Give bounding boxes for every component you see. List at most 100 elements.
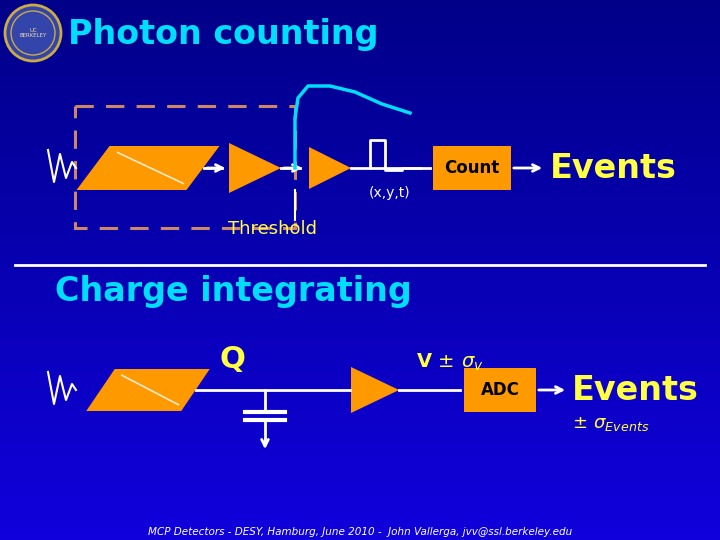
Bar [0, 123, 720, 124]
Bar [0, 392, 720, 393]
Bar [0, 325, 720, 326]
Bar [0, 479, 720, 480]
Bar [0, 308, 720, 309]
Bar [0, 88, 720, 89]
Bar [0, 492, 720, 493]
Bar [0, 127, 720, 128]
Bar [0, 472, 720, 473]
Bar [0, 54, 720, 55]
Bar [0, 350, 720, 351]
Bar [0, 458, 720, 459]
Bar [0, 224, 720, 225]
Bar [0, 94, 720, 95]
Bar [0, 256, 720, 257]
Bar [0, 393, 720, 394]
Bar [0, 466, 720, 467]
Bar [0, 64, 720, 65]
Bar [0, 463, 720, 464]
Bar [0, 9, 720, 10]
Text: UC
BERKELEY: UC BERKELEY [19, 28, 47, 38]
Bar [0, 320, 720, 321]
Bar [0, 128, 720, 129]
Bar [0, 336, 720, 337]
Bar [0, 14, 720, 15]
Bar [0, 22, 720, 23]
Bar [0, 155, 720, 156]
Bar [0, 403, 720, 404]
Bar [0, 527, 720, 528]
Bar [0, 60, 720, 61]
Bar [0, 292, 720, 293]
Polygon shape [76, 146, 220, 190]
Bar [0, 419, 720, 420]
Bar [0, 380, 720, 381]
Bar [0, 304, 720, 305]
Bar [0, 490, 720, 491]
Bar [0, 197, 720, 198]
Bar [0, 218, 720, 219]
Bar [0, 483, 720, 484]
Bar [0, 399, 720, 400]
Bar [0, 439, 720, 440]
Bar [0, 184, 720, 185]
Bar [0, 67, 720, 68]
Bar [0, 186, 720, 187]
Bar [0, 344, 720, 345]
Bar [0, 366, 720, 367]
Bar [0, 129, 720, 130]
Bar [0, 524, 720, 525]
Bar [0, 147, 720, 148]
Bar [0, 469, 720, 470]
Bar [0, 137, 720, 138]
Bar [0, 274, 720, 275]
Bar [0, 243, 720, 244]
Bar [0, 83, 720, 84]
Bar [0, 148, 720, 149]
Bar [0, 206, 720, 207]
Bar [0, 239, 720, 240]
Bar [0, 509, 720, 510]
Bar [0, 61, 720, 62]
Bar [0, 339, 720, 340]
Bar [0, 288, 720, 289]
Bar [0, 333, 720, 334]
Polygon shape [229, 143, 281, 193]
Bar [0, 448, 720, 449]
Bar [0, 231, 720, 232]
Bar [0, 537, 720, 538]
Bar [0, 189, 720, 190]
Bar [0, 145, 720, 146]
Bar [0, 3, 720, 4]
Bar [0, 159, 720, 160]
Bar [0, 69, 720, 70]
Bar [0, 220, 720, 221]
Bar [0, 277, 720, 278]
Bar [0, 149, 720, 150]
Bar [0, 468, 720, 469]
Circle shape [5, 5, 61, 61]
Bar [0, 222, 720, 223]
Bar [0, 78, 720, 79]
Bar [0, 286, 720, 287]
Bar [0, 57, 720, 58]
Bar [0, 356, 720, 357]
Bar [0, 382, 720, 383]
Bar [0, 505, 720, 506]
Bar [0, 327, 720, 328]
Bar [0, 210, 720, 211]
Bar [0, 250, 720, 251]
Bar [0, 512, 720, 513]
Bar [0, 254, 720, 255]
Bar [0, 385, 720, 386]
Bar [0, 101, 720, 102]
Bar [0, 260, 720, 261]
Bar [0, 172, 720, 173]
Bar [0, 233, 720, 234]
Bar [0, 100, 720, 101]
Bar [0, 170, 720, 171]
Bar [0, 76, 720, 77]
Bar [0, 143, 720, 144]
Bar [0, 409, 720, 410]
Bar [0, 418, 720, 419]
Bar [0, 507, 720, 508]
